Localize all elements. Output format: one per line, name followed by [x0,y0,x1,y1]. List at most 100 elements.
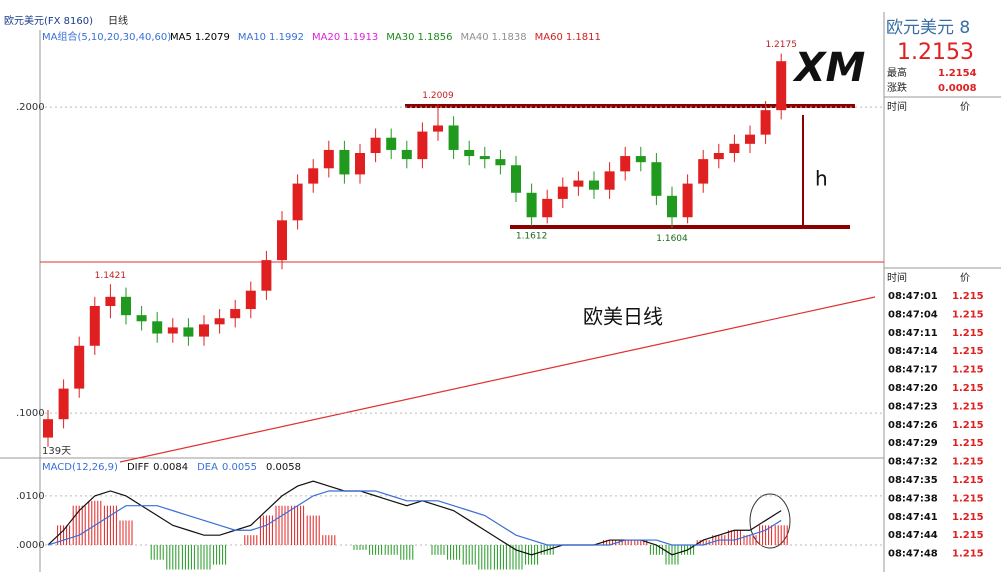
ma-legend-value: 1.2079 [195,32,230,43]
candle-body [105,296,116,306]
tick-time: 08:47:44 [888,530,938,541]
candle-body [370,137,381,154]
candle-body [277,220,287,261]
time-header: 时间 [887,271,907,284]
tick-time: 08:47:29 [888,438,938,449]
quote-price: 1.2153 [897,40,974,65]
macd-dea-line [47,490,782,546]
tick-price: 1.215 [952,365,984,376]
tick-time: 08:47:32 [888,457,938,468]
candle-body [448,125,459,150]
ma-legend-value: 1.1992 [269,32,304,43]
candle-body [589,180,599,190]
tick-price: 1.215 [952,457,984,468]
candle-body [183,327,194,337]
candle-body [167,327,178,334]
ma-legend-value: 1.1856 [417,32,452,43]
ma-legend-value: 1.1838 [492,32,527,43]
y-tick-label: .2000 [16,102,45,113]
candle-body [89,305,100,346]
quote-title: 欧元美元 8 [886,18,970,38]
candle-body [417,131,428,160]
tick-time: 08:47:14 [888,346,938,357]
candle-body [152,321,163,334]
high-label: 1.2175 [765,40,797,50]
tick-time: 08:47:04 [888,309,938,320]
candle-body [698,159,709,184]
tick-price: 1.215 [952,549,984,560]
tick-price: 1.215 [952,512,984,523]
tick-price: 1.215 [952,420,984,431]
candle-body [261,260,272,291]
candle-body [667,195,677,218]
highlight-circle [749,493,791,549]
tick-time: 08:47:17 [888,365,938,376]
candle-body [682,183,693,218]
macd-legend: 0.0055 [222,462,257,473]
y-tick-label: .1000 [16,408,45,419]
high-label: 最高 [887,66,907,79]
candle-body [526,192,537,218]
tick-time: 08:47:01 [888,291,938,302]
candle-body [74,345,85,389]
high-value: 1.2154 [938,68,977,79]
tick-time: 08:47:20 [888,383,938,394]
logo: XM [792,45,866,91]
change-label: 涨跌 [887,81,907,94]
macd-legend: 0.0084 [153,462,188,473]
macd-legend: DEA [197,462,218,473]
candle-body [308,168,319,184]
candle-body [745,134,755,144]
candle-body [557,186,568,199]
candle-body [355,153,365,175]
ma-legend-name: MA20 [312,32,340,43]
macd-legend: 0.0058 [266,462,301,473]
candle-body [433,125,443,132]
time-header: 时间 [887,100,907,113]
candle-body [58,388,69,420]
tick-price: 1.215 [952,438,984,449]
period[interactable]: 日线 [108,14,128,27]
candle-body [495,159,506,166]
candle-body [386,137,397,150]
candle-body [245,290,256,310]
macd-legend: MACD(12,26,9) [42,462,118,473]
ma-legend-value: 1.1811 [566,32,601,43]
change-value: 0.0008 [938,83,977,94]
tick-price: 1.215 [952,309,984,320]
candle-body [760,110,771,135]
candle-body [542,198,553,218]
ma-legend-title[interactable]: MA组合(5,10,20,30,40,60) [42,30,171,43]
ma-legend-value: 1.1913 [343,32,378,43]
low-label: 1.1604 [656,234,688,244]
candle-body [651,162,662,196]
ma-legend-name: MA5 [170,32,192,43]
macd-legend: DIFF [127,462,149,473]
tick-price: 1.215 [952,401,984,412]
symbol[interactable]: 欧元美元(FX 8160) [4,14,93,27]
candle-body [292,183,303,221]
tick-time: 08:47:23 [888,401,938,412]
tick-time: 08:47:41 [888,512,938,523]
bar-count: 139天 [42,446,71,457]
candle-body [339,149,350,175]
tick-price: 1.215 [952,530,984,541]
tick-price: 1.215 [952,328,984,339]
chart-annotation: 欧美日线 [583,305,663,329]
y-tick-label: .0100 [16,491,45,502]
candle-body [121,296,131,316]
candle-body [136,315,147,322]
ma-legend-name: MA30 [386,32,414,43]
price-header: 价 [960,272,970,284]
y-tick-label: .0000 [16,540,45,551]
candle-body [729,143,740,154]
price-header: 价 [960,101,970,113]
tick-price: 1.215 [952,291,984,302]
ma-legend-name: MA60 [535,32,563,43]
tick-price: 1.215 [952,383,984,394]
candle-body [323,149,334,169]
tick-time: 08:47:11 [888,328,938,339]
tick-time: 08:47:35 [888,475,938,486]
